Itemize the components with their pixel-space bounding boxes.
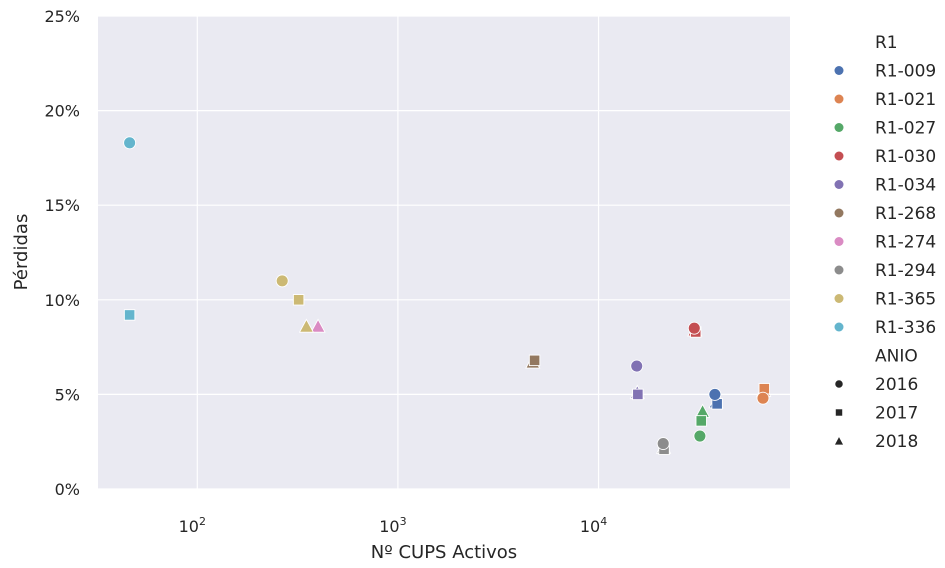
legend-marker <box>834 265 844 275</box>
legend-entry-label: R1-027 <box>875 119 936 139</box>
legend-entry-label: R1-294 <box>875 261 936 281</box>
data-point <box>656 437 670 451</box>
plot-background <box>98 16 790 489</box>
legend-entry-label: R1-030 <box>875 147 936 167</box>
legend-entry-label: R1-365 <box>875 290 936 310</box>
legend-marker <box>834 379 844 389</box>
legend-entry-label: R1-021 <box>875 90 936 110</box>
legend: R1 R1-009 R1-021 R1-027 R1-030 R1-034 R1-268 R1… <box>833 33 936 452</box>
y-axis-label: Pérdidas <box>11 214 32 291</box>
data-point <box>123 309 136 321</box>
legend-marker <box>834 66 844 75</box>
data-point <box>528 354 541 367</box>
data-point <box>756 391 770 405</box>
legend-marker <box>834 94 844 104</box>
legend-entry-label: R1-268 <box>875 204 936 224</box>
data-point <box>630 359 644 373</box>
legend-entry-label: R1-034 <box>875 176 936 196</box>
y-tick-label: 5% <box>55 385 80 404</box>
data-point <box>298 318 315 333</box>
y-tick-label: 15% <box>44 196 80 215</box>
data-point <box>693 429 707 443</box>
grid-lines <box>98 15 790 490</box>
data-points <box>123 136 772 455</box>
y-tick-label: 25% <box>44 7 80 26</box>
y-tick-label: 20% <box>44 102 80 121</box>
legend-marker <box>834 180 844 189</box>
y-tick-label: 0% <box>55 480 80 499</box>
legend-entry-label: 2016 <box>875 375 918 395</box>
x-tick-label: 104 <box>580 515 607 536</box>
data-point <box>687 321 701 335</box>
legend-marker <box>834 322 844 332</box>
legend-entry-label: 2017 <box>875 404 918 424</box>
x-tick-labels: 102 103 104 <box>179 515 608 536</box>
legend-marker <box>834 151 844 161</box>
legend-entry-label: 2018 <box>875 432 918 452</box>
legend-entry-label: R1-009 <box>875 62 936 82</box>
legend-marker <box>834 294 844 303</box>
legend-marker <box>833 435 845 446</box>
x-tick-label: 103 <box>379 515 406 536</box>
y-tick-labels: 0% 5% 10% 15% 20% 25% <box>44 7 80 499</box>
data-point <box>695 415 707 427</box>
legend-entry-label: R1-274 <box>875 233 936 253</box>
data-point <box>275 274 289 288</box>
legend-marker <box>834 123 844 132</box>
legend-marker <box>834 208 844 218</box>
x-tick-label: 102 <box>179 515 206 536</box>
data-point <box>123 136 137 150</box>
data-point <box>310 318 326 333</box>
x-axis-label: Nº CUPS Activos <box>371 542 517 563</box>
data-point <box>708 387 722 401</box>
data-point <box>292 294 305 306</box>
legend-entry-label: R1-336 <box>875 318 936 338</box>
data-point <box>632 388 644 401</box>
legend-marker <box>834 408 844 417</box>
legend-marker <box>834 237 844 246</box>
legend-title-style: ANIO <box>875 347 918 367</box>
y-tick-label: 10% <box>44 291 80 310</box>
legend-title-hue: R1 <box>875 33 898 53</box>
